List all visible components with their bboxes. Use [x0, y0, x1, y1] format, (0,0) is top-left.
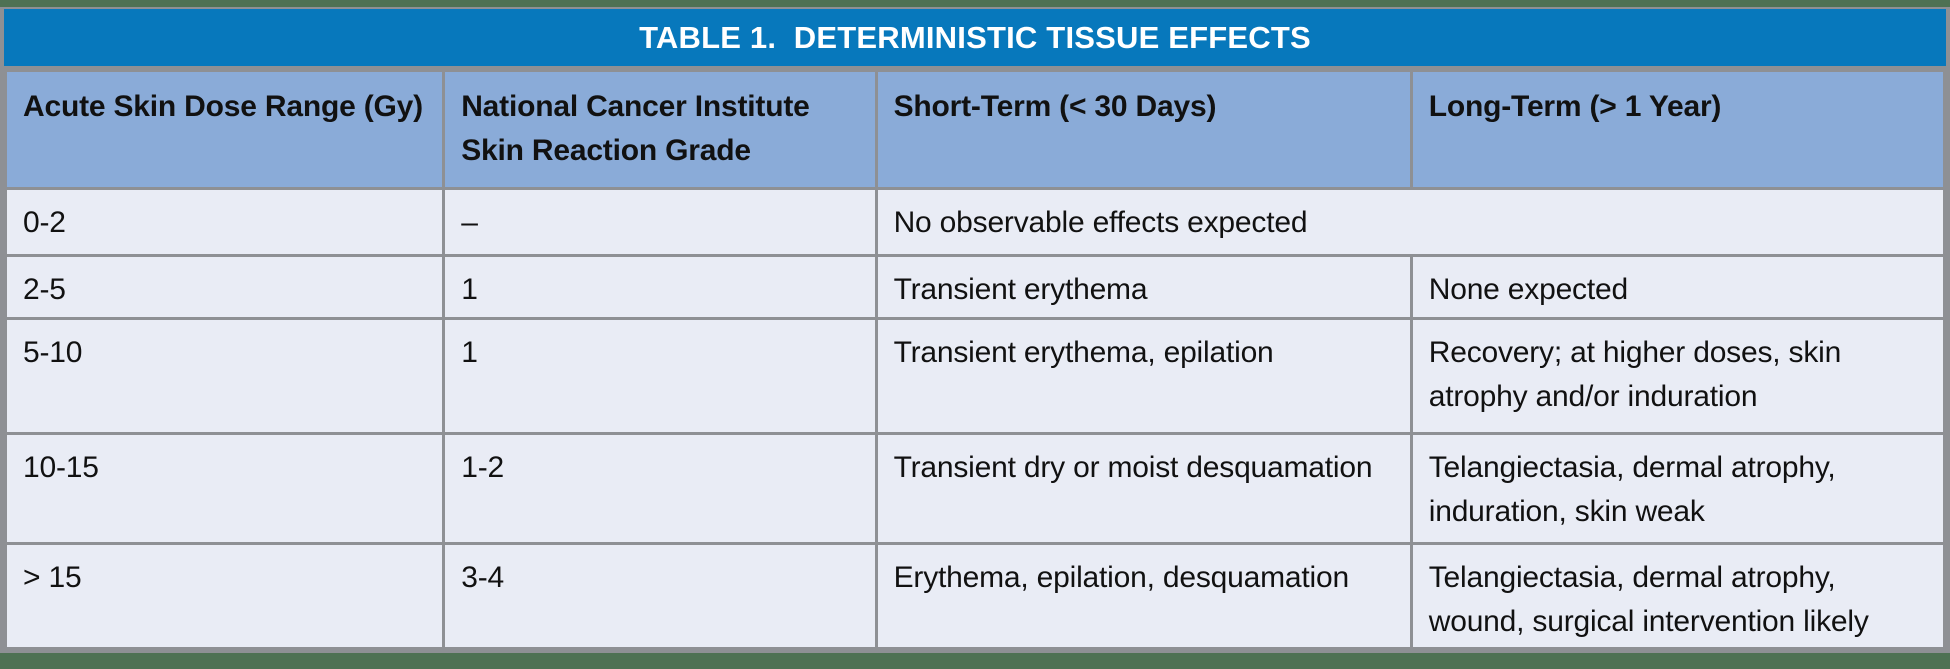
- cell-short-term: Transient erythema: [874, 253, 1413, 321]
- cell-long-term: Recovery; at higher doses, skin atrophy …: [1409, 317, 1947, 436]
- cell-dose-range: 2-5: [3, 253, 446, 321]
- cell-short-term: Transient dry or moist desquamation: [874, 432, 1413, 546]
- cell-dose-range: 10-15: [3, 432, 446, 546]
- cell-nci-grade: 3-4: [442, 542, 878, 650]
- deterministic-effects-table: TABLE 1. DETERMINISTIC TISSUE EFFECTS Ac…: [0, 7, 1950, 653]
- cell-nci-grade: –: [442, 187, 878, 257]
- effects-table: Acute Skin Dose Range (Gy) National Canc…: [3, 69, 1947, 650]
- table-row: 2-5 1 Transient erythema None expected: [3, 253, 1947, 321]
- cell-nci-grade: 1: [442, 317, 878, 436]
- column-header-dose-range: Acute Skin Dose Range (Gy): [3, 69, 446, 190]
- header-row: Acute Skin Dose Range (Gy) National Canc…: [3, 69, 1947, 190]
- cell-dose-range: > 15: [3, 542, 446, 650]
- table-row: 5-10 1 Transient erythema, epilation Recove…: [3, 317, 1947, 436]
- cell-long-term: None expected: [1409, 253, 1947, 321]
- column-header-long-term: Long-Term (> 1 Year): [1409, 69, 1947, 190]
- cell-short-long-merged: No observable effects expected: [874, 187, 1947, 257]
- table-title: TABLE 1. DETERMINISTIC TISSUE EFFECTS: [4, 9, 1946, 69]
- table-row: 0-2– No observable effects expected: [3, 187, 1947, 257]
- table-row: > 15 3-4 Erythema, epilation, desquamation…: [3, 542, 1947, 650]
- table-row: 10-15 1-2 Transient dry or moist desquamat…: [3, 432, 1947, 546]
- cell-long-term: Telangiectasia, dermal atrophy, wound, s…: [1409, 542, 1947, 650]
- column-header-nci-grade: National Cancer Institute Skin Reaction …: [442, 69, 878, 190]
- cell-short-term: Erythema, epilation, desquamation: [874, 542, 1413, 650]
- cell-nci-grade: 1: [442, 253, 878, 321]
- cell-short-term: Transient erythema, epilation: [874, 317, 1413, 436]
- cell-nci-grade: 1-2: [442, 432, 878, 546]
- cell-dose-range: 5-10: [3, 317, 446, 436]
- column-header-short-term: Short-Term (< 30 Days): [874, 69, 1413, 190]
- cell-long-term: Telangiectasia, dermal atrophy, indurati…: [1409, 432, 1947, 546]
- cell-dose-range: 0-2: [3, 187, 446, 257]
